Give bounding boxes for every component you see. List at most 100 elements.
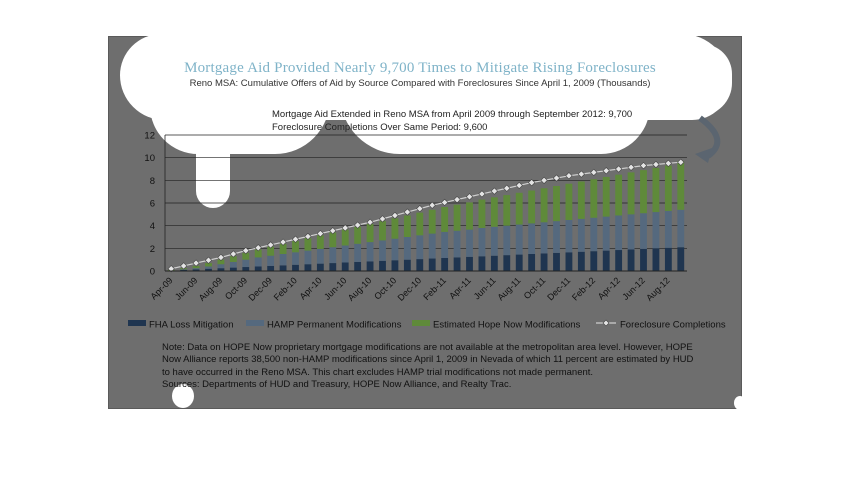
x-tick-label: Dec-10 bbox=[396, 275, 424, 303]
x-tick-label: Oct-10 bbox=[372, 275, 398, 301]
bar-fha-loss-mitigation bbox=[354, 261, 362, 271]
bar-hamp-permanent-modifications bbox=[677, 209, 685, 248]
bar-fha-loss-mitigation bbox=[565, 252, 573, 271]
foreclosure-point bbox=[279, 238, 287, 246]
bar-estimated-hope-now-modifications bbox=[279, 243, 287, 254]
bar-fha-loss-mitigation bbox=[652, 248, 660, 271]
bar-fha-loss-mitigation bbox=[615, 250, 623, 271]
bar-hamp-permanent-modifications bbox=[180, 269, 188, 270]
bar-hamp-permanent-modifications bbox=[441, 231, 449, 258]
bar-fha-loss-mitigation bbox=[242, 267, 250, 271]
x-tick-label: Feb-12 bbox=[570, 275, 597, 302]
foreclosure-point bbox=[503, 184, 511, 192]
callout-text: Mortgage Aid Extended in Reno MSA from A… bbox=[272, 108, 672, 134]
bar-fha-loss-mitigation bbox=[664, 247, 672, 271]
bar-estimated-hope-now-modifications bbox=[366, 223, 374, 243]
bar-hamp-permanent-modifications bbox=[664, 210, 672, 248]
y-tick-label: 12 bbox=[144, 131, 155, 142]
bar-estimated-hope-now-modifications bbox=[403, 215, 411, 237]
bar-hamp-permanent-modifications bbox=[565, 220, 573, 253]
bar-fha-loss-mitigation bbox=[490, 255, 498, 271]
x-tick-label: Apr-10 bbox=[298, 275, 324, 301]
callout-line-1: Mortgage Aid Extended in Reno MSA from A… bbox=[272, 109, 633, 120]
bar-estimated-hope-now-modifications bbox=[466, 202, 473, 230]
legend-swatch bbox=[246, 320, 264, 326]
bar-hamp-permanent-modifications bbox=[490, 226, 498, 256]
chart-title: Mortgage Aid Provided Nearly 9,700 Times… bbox=[184, 60, 656, 76]
x-tick-label: Aug-12 bbox=[644, 275, 672, 303]
x-tick-label: Dec-09 bbox=[246, 275, 274, 303]
foreclosure-point bbox=[565, 172, 573, 180]
bar-hamp-permanent-modifications bbox=[229, 261, 237, 268]
foreclosure-point bbox=[354, 221, 362, 229]
bar-hamp-permanent-modifications bbox=[316, 248, 324, 264]
x-tick-label: Apr-09 bbox=[148, 275, 174, 301]
bar-fha-loss-mitigation bbox=[677, 247, 685, 271]
bar-hamp-permanent-modifications bbox=[503, 225, 511, 256]
y-tick-label: 8 bbox=[150, 176, 155, 187]
y-tick-label: 10 bbox=[144, 153, 155, 164]
bar-estimated-hope-now-modifications bbox=[217, 259, 225, 265]
bar-estimated-hope-now-modifications bbox=[304, 238, 312, 251]
bar-hamp-permanent-modifications bbox=[242, 259, 250, 268]
bar-hamp-permanent-modifications bbox=[615, 215, 623, 251]
bar-hamp-permanent-modifications bbox=[267, 255, 275, 266]
bar-estimated-hope-now-modifications bbox=[379, 221, 386, 241]
bar-hamp-permanent-modifications bbox=[254, 257, 262, 267]
bar-hamp-permanent-modifications bbox=[553, 221, 560, 253]
foreclosure-point bbox=[391, 211, 399, 220]
foreclosure-point bbox=[478, 190, 486, 198]
bar-estimated-hope-now-modifications bbox=[478, 199, 486, 228]
bar-fha-loss-mitigation bbox=[640, 248, 647, 271]
foreclosure-point bbox=[664, 159, 672, 167]
bar-hamp-permanent-modifications bbox=[540, 222, 548, 254]
bar-estimated-hope-now-modifications bbox=[503, 195, 511, 226]
bar-estimated-hope-now-modifications bbox=[553, 186, 560, 222]
bar-fha-loss-mitigation bbox=[180, 269, 188, 271]
note-line-4: Sources: Departments of HUD and Treasury… bbox=[162, 378, 512, 390]
bar-estimated-hope-now-modifications bbox=[441, 206, 449, 232]
bar-hamp-permanent-modifications bbox=[379, 240, 386, 261]
foreclosure-point bbox=[329, 227, 337, 235]
note-line-3: to have occurred in the Reno MSA. This c… bbox=[162, 366, 594, 378]
bar-fha-loss-mitigation bbox=[292, 264, 299, 271]
bar-fha-loss-mitigation bbox=[192, 269, 200, 271]
legend-label: Foreclosure Completions bbox=[620, 320, 726, 331]
x-tick-label: Aug-10 bbox=[346, 275, 374, 303]
bar-hamp-permanent-modifications bbox=[366, 242, 374, 262]
foreclosure-point bbox=[528, 178, 536, 187]
foreclosure-point bbox=[490, 187, 498, 195]
x-tick-label: Dec-11 bbox=[545, 275, 572, 302]
bar-fha-loss-mitigation bbox=[478, 256, 486, 271]
x-tick-label: Feb-11 bbox=[421, 275, 448, 302]
bar-hamp-permanent-modifications bbox=[279, 254, 287, 266]
bar-estimated-hope-now-modifications bbox=[316, 235, 324, 249]
bar-estimated-hope-now-modifications bbox=[254, 249, 262, 258]
bar-estimated-hope-now-modifications bbox=[416, 212, 424, 236]
x-tick-label: Jun-09 bbox=[173, 275, 200, 302]
bar-fha-loss-mitigation bbox=[254, 266, 262, 271]
bar-fha-loss-mitigation bbox=[267, 265, 275, 271]
bar-estimated-hope-now-modifications bbox=[229, 256, 237, 262]
legend-swatch-marker bbox=[602, 319, 610, 327]
bar-fha-loss-mitigation bbox=[205, 268, 212, 271]
white-smudge-drip bbox=[196, 110, 230, 208]
foreclosure-point bbox=[403, 208, 411, 216]
note-line-2: Now Alliance reports 38,500 non-HAMP mod… bbox=[162, 354, 694, 366]
foreclosure-point bbox=[304, 232, 312, 241]
bar-hamp-permanent-modifications bbox=[205, 266, 212, 269]
bar-estimated-hope-now-modifications bbox=[292, 240, 299, 253]
bar-fha-loss-mitigation bbox=[602, 250, 610, 271]
foreclosure-point bbox=[615, 165, 623, 173]
foreclosure-point bbox=[627, 163, 635, 171]
x-tick-label: Apr-12 bbox=[596, 275, 622, 301]
foreclosure-point bbox=[167, 265, 175, 273]
x-tick-label: Jun-11 bbox=[472, 275, 498, 301]
legend-label: FHA Loss Mitigation bbox=[149, 320, 233, 331]
foreclosure-point bbox=[204, 256, 213, 264]
x-tick-label: Aug-11 bbox=[496, 275, 523, 302]
legend-label: Estimated Hope Now Modifications bbox=[433, 320, 581, 331]
bar-fha-loss-mitigation bbox=[279, 265, 287, 271]
bar-fha-loss-mitigation bbox=[329, 263, 337, 271]
foreclosure-point bbox=[229, 250, 237, 258]
